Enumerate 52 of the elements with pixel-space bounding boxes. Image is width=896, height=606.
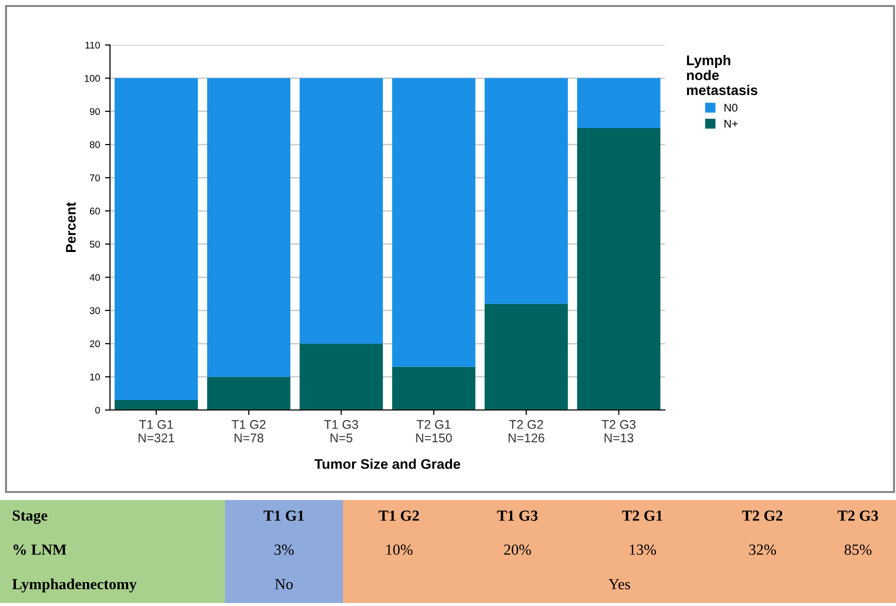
y-tick-label: 60 xyxy=(90,208,100,215)
bar xyxy=(392,366,476,410)
text: 32% xyxy=(749,544,776,555)
text: 20% xyxy=(504,544,531,555)
y-tick-label: 100 xyxy=(84,74,100,82)
bar xyxy=(392,78,476,367)
legend-title: Lymph node metastasis xyxy=(687,55,758,96)
y-tick-label: 110 xyxy=(86,42,100,49)
y-tick-label: 0 xyxy=(95,406,100,414)
bar xyxy=(300,344,383,410)
legend-label: N+ xyxy=(724,120,738,128)
text: T1 G3 xyxy=(497,510,538,521)
y-tick-label: 50 xyxy=(90,240,100,248)
text: T2 G1 xyxy=(622,510,662,521)
text: 10% xyxy=(386,544,412,555)
y-tick-label: 30 xyxy=(90,307,100,314)
text: T2 G3 xyxy=(838,510,878,521)
y-tick-label: 80 xyxy=(90,141,100,148)
x-tick-label: T1 G3 N=5 xyxy=(324,420,358,442)
text: 3% xyxy=(274,544,294,555)
x-tick-label: T2 G3 N=13 xyxy=(602,420,636,442)
bar xyxy=(114,400,198,410)
x-tick-label: T1 G1 N=321 xyxy=(138,420,174,442)
bar xyxy=(207,78,290,377)
legend-label: N0 xyxy=(724,104,738,112)
x-tick-label: T2 G2 N=126 xyxy=(508,420,544,442)
text: Lymphadenectomy xyxy=(12,578,137,592)
x-tick-label: T2 G1 N=150 xyxy=(416,420,452,442)
y-axis-title: Percent xyxy=(66,202,76,252)
y-tick-label: 70 xyxy=(90,174,100,182)
bar xyxy=(300,78,383,344)
bar xyxy=(207,376,290,410)
text: % LNM xyxy=(14,544,66,555)
text: 85% xyxy=(844,544,872,555)
y-tick-label: 20 xyxy=(90,340,100,348)
bar xyxy=(484,78,568,304)
text: Stage xyxy=(12,510,48,524)
y-tick-label: 10 xyxy=(90,374,100,380)
bar xyxy=(577,78,660,128)
bar xyxy=(484,304,568,410)
text: 13% xyxy=(630,544,656,555)
y-tick-label: 40 xyxy=(90,274,100,281)
bar xyxy=(114,78,198,400)
text: No xyxy=(275,579,293,590)
bar xyxy=(577,128,660,410)
text: T1 G1 xyxy=(264,510,304,521)
text: T2 G2 xyxy=(742,510,782,521)
text: Yes xyxy=(608,579,630,590)
text: T1 G2 xyxy=(378,510,419,521)
x-axis-title: Tumor Size and Grade xyxy=(314,458,460,469)
y-tick-label: 90 xyxy=(90,108,100,115)
x-tick-label: T1 G2 N=78 xyxy=(232,420,266,442)
